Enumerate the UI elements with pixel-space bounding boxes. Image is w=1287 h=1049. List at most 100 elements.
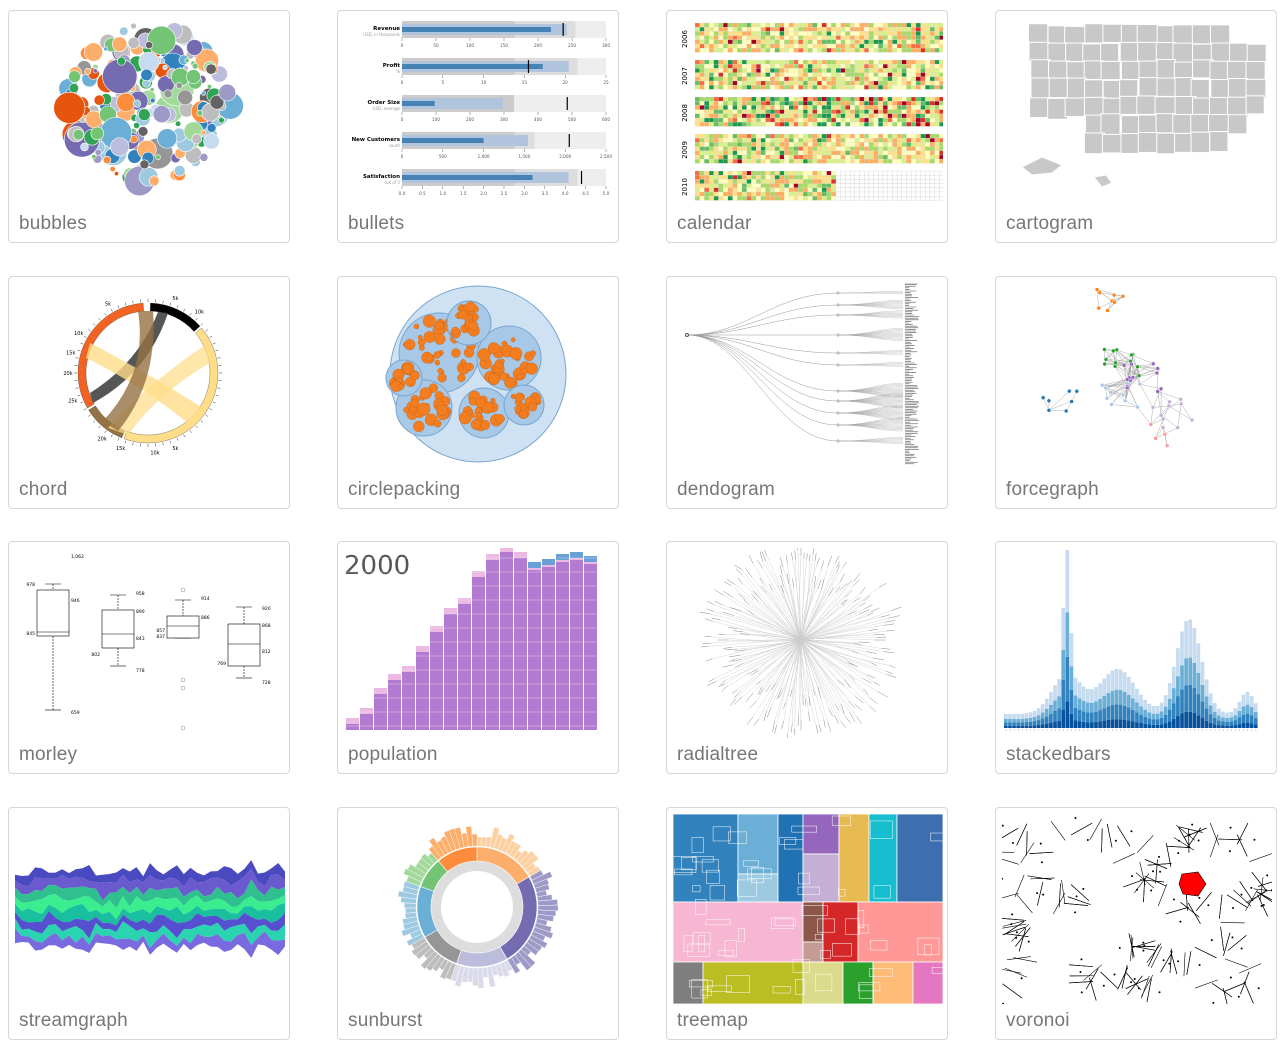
gallery-card-bubbles[interactable]: bubbles [8,10,290,243]
gallery-card-streamgraph[interactable]: streamgraph [8,807,290,1040]
calendar-day [873,43,879,49]
gallery-card-forcegraph[interactable]: forcegraph [995,276,1277,509]
bullet-tick-label: 100 [466,43,474,48]
calendar-day [887,43,893,49]
calendar-day [770,76,775,82]
calendar-day [779,43,785,49]
calendar-day [704,72,710,77]
gallery-card-bullets[interactable]: Revenue USD, in thousands 0 50 100 150 200 250 3… [337,10,619,243]
calendar-day [779,187,785,193]
calendar-day [878,43,884,49]
calendar-day-empty [859,175,865,180]
gallery-card-stackedbars[interactable]: stackedbars [995,541,1277,774]
pack-leaf [514,392,525,403]
morley-box [36,589,70,637]
calendar-day [741,76,747,82]
dendro-link [837,352,904,355]
treemap-subcell [695,899,707,915]
gallery-card-treemap[interactable]: treemap [666,807,948,1040]
force-link [1168,405,1193,421]
gallery-card-chord[interactable]: 5k 10k 15k 20k 25k 5k 10k 5k 10k 15k 20k chord [8,276,290,509]
gallery-card-population[interactable]: 2000 population [337,541,619,774]
calendar-day [737,117,743,123]
calendar-day [807,122,813,127]
gallery-card-radialtree[interactable]: radialtree [666,541,948,774]
calendar-day [873,48,879,53]
morley-label: 802 [91,652,100,658]
calendar-day [835,27,841,32]
calendar-day [892,146,898,151]
calendar-day [934,39,940,45]
calendar-day-empty [882,196,888,201]
calendar-day [882,72,888,77]
calendar-day [746,59,752,65]
calendar-day [817,72,822,77]
voronoi-site [1011,913,1014,916]
calendar-day-empty [845,183,851,188]
bullet-tick-label: 10 [481,80,487,85]
calendar-day [878,122,884,127]
stacked-bar-segment [1171,688,1176,704]
calendar-day [788,179,794,184]
voronoi-site [1210,939,1213,942]
calendar-day [906,22,912,28]
calendar-day [826,48,832,53]
stacked-bar-segment [1098,721,1102,728]
calendar-day [920,133,926,139]
calendar-day [718,150,724,156]
stacked-bar-segment [1135,702,1139,713]
calendar-day [779,59,785,65]
gallery-card-voronoi[interactable]: voronoi [995,807,1277,1040]
calendar-day [840,72,846,77]
calendar-day [897,68,902,73]
gallery-card-dendogram[interactable]: dendogram [666,276,948,509]
calendar-day-empty [887,187,893,193]
gallery-card-circlepacking[interactable]: circlepacking [337,276,619,509]
bubble [109,165,116,173]
calendar-day [779,39,785,45]
calendar-day-empty [878,183,884,188]
calendar-day [793,76,799,82]
gallery-card-cartogram[interactable]: cartogram [995,10,1277,243]
calendar-day [929,159,935,164]
radial-leaf-label [764,549,768,556]
treemap-subcell [692,885,701,893]
gallery-card-morley[interactable]: 1,062 978 946 845 659 958 890 843 802 778 886 914 85… [8,541,290,774]
calendar-day [873,117,879,123]
calendar-day [732,159,738,164]
voronoi-edge [1112,853,1136,864]
calendar-day [760,101,766,106]
calendar-day [723,133,729,139]
calendar-day [727,196,733,201]
voronoi-edge [1146,943,1162,963]
calendar-day [699,117,705,123]
gallery-card-calendar[interactable]: 2006 2007 2008 2009 2010 calendar [666,10,948,243]
calendar-day [755,179,761,184]
calendar-day [727,68,733,73]
calendar-day [694,43,700,49]
gallery-card-sunburst[interactable]: sunburst [337,807,619,1040]
calendar-day [704,68,710,73]
radial-leaf-label [705,658,713,662]
calendar-day [911,22,916,28]
calendar-day [840,113,846,119]
calendar-day [737,101,743,106]
calendar-day [939,39,945,45]
calendar-day [755,59,761,65]
radial-leaf-label [848,700,856,709]
voronoi-site [1229,826,1232,829]
calendar-day-empty [911,170,917,176]
stacked-bar-segment [1053,685,1057,701]
stacked-bar-segment [1196,672,1201,695]
calendar-day [939,159,945,164]
calendar-day [765,113,771,119]
calendar-day [835,146,841,151]
stacked-bar-segment [1151,713,1156,720]
calendar-day [751,146,757,151]
calendar-day [803,113,808,119]
card-label-streamgraph: streamgraph [19,1010,128,1031]
force-link [1102,379,1128,386]
stacked-bar-segment [1028,721,1033,726]
calendar-day [737,105,743,110]
calendar-day-empty [925,179,931,184]
